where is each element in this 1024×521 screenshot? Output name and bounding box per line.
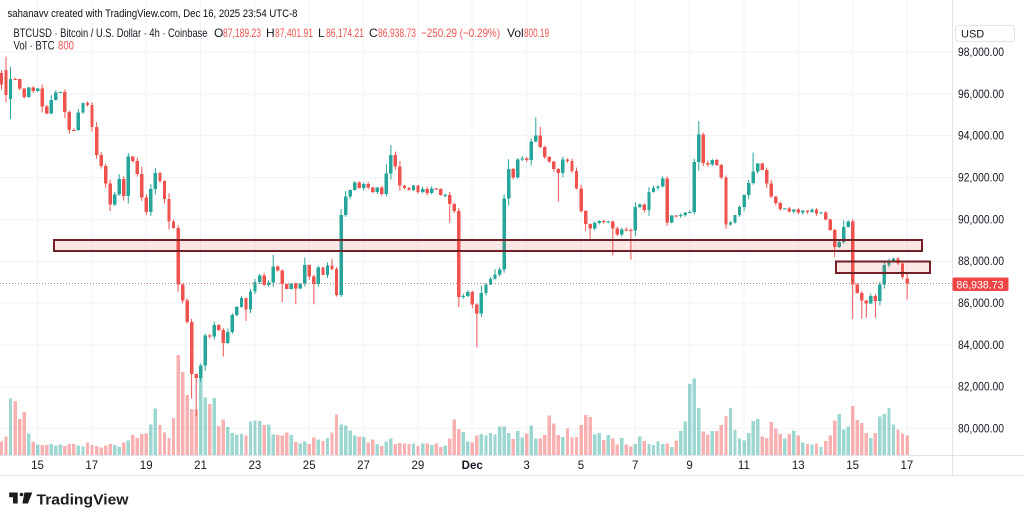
svg-text:C: C bbox=[369, 26, 378, 40]
svg-text:87,401.91: 87,401.91 bbox=[275, 26, 313, 40]
svg-text:19: 19 bbox=[140, 460, 153, 472]
svg-text:Vol: Vol bbox=[507, 26, 524, 40]
svg-text:80,000.00: 80,000.00 bbox=[958, 424, 1004, 436]
svg-text:sahanavv created with TradingV: sahanavv created with TradingView.com, D… bbox=[8, 8, 298, 20]
svg-text:96,000.00: 96,000.00 bbox=[958, 89, 1004, 101]
svg-text:800: 800 bbox=[58, 39, 74, 53]
svg-text:23: 23 bbox=[249, 460, 262, 472]
svg-text:94,000.00: 94,000.00 bbox=[958, 131, 1004, 143]
svg-text:86,938.73: 86,938.73 bbox=[378, 26, 416, 40]
svg-text:29: 29 bbox=[412, 460, 425, 472]
svg-text:86,174.21: 86,174.21 bbox=[326, 26, 364, 40]
svg-text:O: O bbox=[214, 26, 223, 40]
svg-text:−250.29 (−0.29%): −250.29 (−0.29%) bbox=[421, 26, 500, 40]
svg-text:9: 9 bbox=[686, 460, 692, 472]
svg-text:21: 21 bbox=[194, 460, 207, 472]
svg-text:7: 7 bbox=[632, 460, 638, 472]
svg-text:3: 3 bbox=[523, 460, 529, 472]
svg-text:5: 5 bbox=[578, 460, 584, 472]
svg-text:BTCUSD · Bitcoin / U.S. Dollar: BTCUSD · Bitcoin / U.S. Dollar · 4h · Co… bbox=[14, 26, 208, 40]
svg-text:800.19: 800.19 bbox=[524, 26, 549, 40]
svg-text:88,000.00: 88,000.00 bbox=[958, 256, 1004, 268]
svg-text:84,000.00: 84,000.00 bbox=[958, 340, 1004, 352]
svg-text:86,000.00: 86,000.00 bbox=[958, 298, 1004, 310]
svg-text:15: 15 bbox=[31, 460, 44, 472]
svg-text:27: 27 bbox=[357, 460, 370, 472]
svg-text:Vol · BTC: Vol · BTC bbox=[14, 39, 55, 53]
svg-text:Dec: Dec bbox=[462, 460, 484, 472]
svg-text:86,938.73: 86,938.73 bbox=[957, 280, 1004, 292]
svg-text:87,189.23: 87,189.23 bbox=[223, 26, 261, 40]
svg-text:15: 15 bbox=[846, 460, 859, 472]
svg-text:11: 11 bbox=[738, 460, 750, 472]
svg-text:25: 25 bbox=[303, 460, 316, 472]
svg-text:17: 17 bbox=[901, 460, 914, 472]
svg-text:13: 13 bbox=[792, 460, 805, 472]
svg-text:90,000.00: 90,000.00 bbox=[958, 214, 1004, 226]
svg-text:17: 17 bbox=[85, 460, 98, 472]
svg-text:L: L bbox=[318, 26, 325, 40]
svg-text:H: H bbox=[266, 26, 275, 40]
svg-text:92,000.00: 92,000.00 bbox=[958, 173, 1004, 185]
svg-text:82,000.00: 82,000.00 bbox=[958, 382, 1004, 394]
svg-text:98,000.00: 98,000.00 bbox=[958, 47, 1004, 59]
svg-text:TradingView: TradingView bbox=[37, 492, 129, 509]
svg-text:USD: USD bbox=[961, 29, 984, 41]
